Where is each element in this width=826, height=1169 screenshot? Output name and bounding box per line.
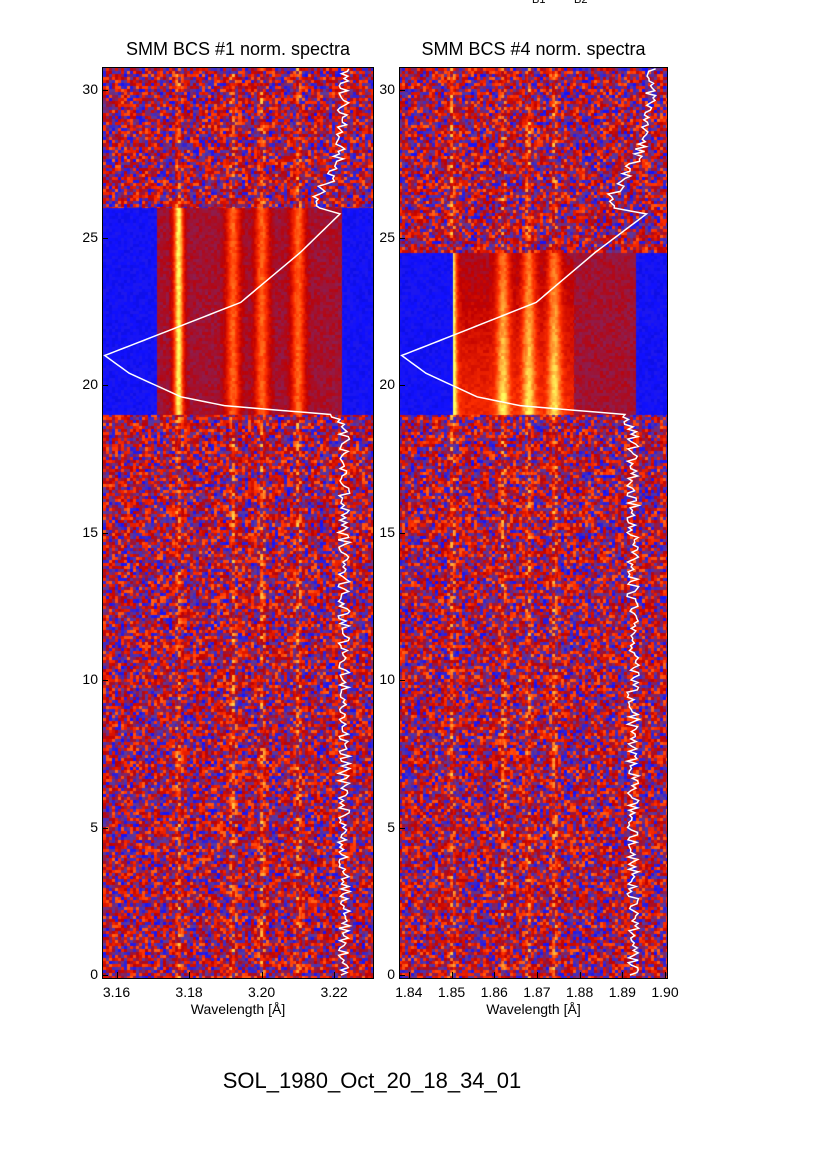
light-curve-line (103, 68, 353, 976)
x-tick-mark (116, 972, 118, 978)
panel-title: SMM BCS #1 norm. spectra (125, 39, 351, 59)
x-tick-label: 3.16 (102, 984, 131, 1000)
footer-title: SOL_1980_Oct_20_18_34_01 (222, 1068, 522, 1093)
panel-title: SMM BCS #4 norm. spectra (421, 39, 646, 59)
y-tick-label: 10 (82, 671, 98, 687)
x-tick-mark (189, 972, 191, 978)
header-label-b1: B1 (532, 0, 546, 6)
x-tick-label: 3.20 (247, 984, 276, 1000)
y-tick-label: 20 (82, 376, 98, 392)
x-tick-label: 1.87 (523, 984, 551, 1000)
x-tick-label: 1.86 (480, 984, 508, 1000)
y-tick-label: 25 (82, 228, 98, 245)
x-axis-label: Wavelength [Å] (486, 1001, 581, 1017)
x-tick-mark (622, 972, 624, 978)
y-tick-label: 5 (387, 818, 395, 835)
x-tick-mark (665, 972, 666, 978)
spectra-heatmap (102, 67, 374, 979)
light-curve-overlay (103, 68, 353, 976)
y-tick-mark (102, 237, 108, 239)
x-axis-label: Wavelength [Å] (190, 1001, 286, 1017)
y-tick-mark (399, 385, 405, 386)
y-tick-label: 30 (379, 81, 395, 97)
y-tick-mark (102, 975, 108, 976)
x-tick-mark (334, 972, 336, 978)
light-curve-line (400, 68, 657, 976)
x-tick-label: 1.85 (437, 984, 466, 1000)
spectra-heatmap (399, 67, 668, 979)
y-tick-label: 20 (379, 376, 395, 392)
y-tick-label: 15 (379, 523, 395, 540)
x-tick-mark (261, 972, 263, 978)
x-tick-mark (536, 972, 538, 978)
x-tick-label: 1.88 (565, 984, 594, 1000)
y-tick-label: 25 (379, 228, 395, 245)
y-tick-mark (399, 680, 405, 681)
y-tick-mark (399, 237, 405, 239)
y-tick-mark (399, 532, 405, 534)
x-tick-mark (408, 972, 410, 978)
light-curve-overlay (400, 68, 657, 976)
y-tick-mark (102, 532, 108, 534)
x-tick-label: 1.90 (651, 984, 679, 1000)
y-tick-mark (102, 90, 108, 91)
y-tick-label: 10 (379, 671, 395, 687)
y-tick-label: 0 (387, 966, 395, 982)
x-tick-label: 3.22 (320, 984, 348, 1000)
x-tick-label: 1.89 (608, 984, 636, 1000)
y-tick-mark (102, 680, 108, 681)
x-tick-label: 1.84 (395, 984, 423, 1000)
y-tick-mark (399, 827, 405, 829)
y-tick-label: 0 (90, 966, 98, 982)
x-tick-mark (494, 972, 496, 978)
y-tick-mark (102, 827, 108, 829)
x-tick-label: 3.18 (175, 984, 203, 1000)
header-label-b2: B2 (574, 0, 588, 6)
y-tick-label: 30 (82, 81, 98, 97)
y-tick-label: 15 (82, 523, 98, 540)
y-tick-label: 5 (90, 818, 98, 835)
x-tick-mark (579, 972, 581, 978)
y-tick-mark (399, 975, 405, 976)
x-tick-mark (451, 972, 453, 978)
y-tick-mark (102, 385, 108, 386)
y-tick-mark (399, 90, 405, 91)
